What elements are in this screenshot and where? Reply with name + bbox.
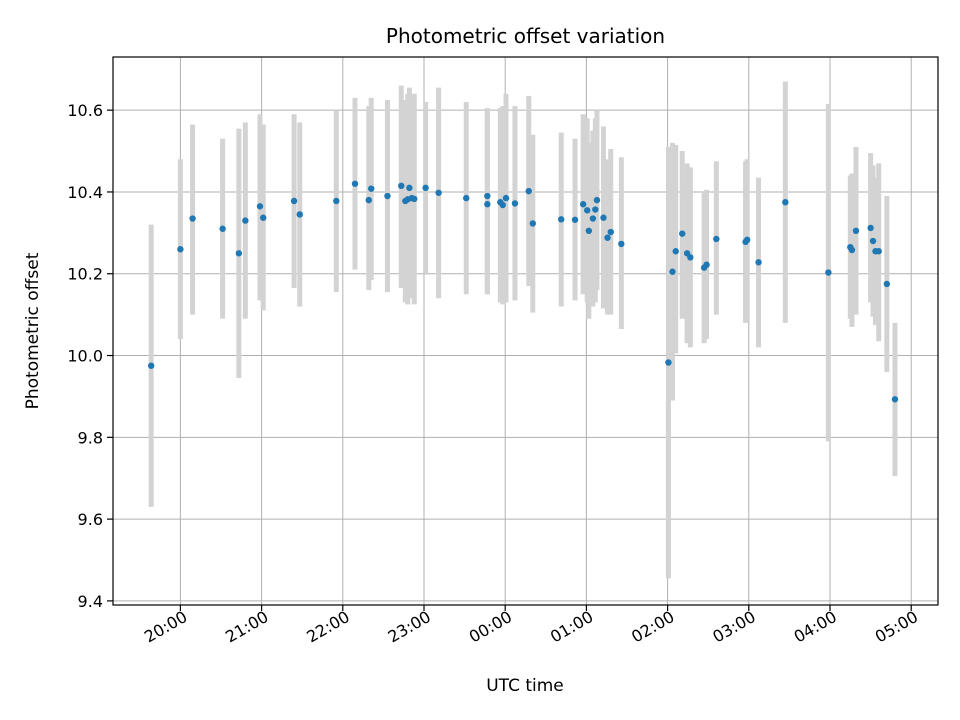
data-point (398, 182, 405, 190)
x-tick-label: 21:00 (222, 607, 271, 647)
data-point (825, 269, 832, 276)
data-point (703, 261, 710, 268)
y-tick-label: 10.4 (67, 183, 103, 202)
data-point (511, 200, 519, 207)
data-point (782, 198, 789, 206)
data-point (679, 230, 686, 237)
data-point (618, 240, 625, 248)
data-point (584, 207, 591, 214)
x-tick-label: 03:00 (709, 607, 758, 647)
y-tick-label: 9.6 (78, 510, 103, 529)
y-axis-ticks: 9.4 9.6 9.8 10.0 10.2 10.4 10.6 (67, 101, 113, 611)
y-grid (113, 109, 938, 602)
y-tick-label: 9.4 (78, 592, 103, 611)
data-point (672, 248, 679, 255)
data-point (525, 187, 532, 195)
data-point (242, 217, 249, 224)
y-tick-label: 9.8 (78, 428, 103, 447)
plot-background (113, 57, 938, 605)
data-point (529, 220, 537, 227)
data-point (755, 259, 762, 266)
x-tick-label: 04:00 (791, 607, 840, 647)
data-point (571, 216, 579, 223)
data-point (604, 234, 611, 241)
data-point (867, 224, 874, 232)
data-point (852, 227, 860, 235)
data-point (869, 237, 877, 245)
data-point (883, 280, 891, 288)
data-point (296, 211, 303, 218)
x-tick-label: 05:00 (872, 607, 921, 647)
data-point (593, 196, 601, 204)
data-point (422, 184, 429, 192)
x-tick-label: 02:00 (628, 607, 677, 647)
data-point (502, 194, 510, 202)
x-tick-label: 22:00 (303, 607, 352, 647)
data-point (177, 246, 184, 253)
data-point (435, 189, 442, 196)
data-point (600, 214, 607, 221)
data-point (499, 201, 506, 209)
data-point (351, 180, 359, 187)
data-point (406, 184, 413, 192)
data-points (147, 180, 899, 403)
x-tick-label: 20:00 (141, 607, 190, 647)
data-point (368, 185, 375, 192)
data-point (743, 236, 751, 244)
data-point (607, 228, 614, 236)
data-point (147, 362, 155, 369)
x-axis-label: UTC time (486, 676, 564, 696)
data-point (579, 201, 587, 208)
data-point (669, 268, 676, 275)
data-point (365, 196, 372, 204)
data-point (589, 215, 597, 222)
data-point (558, 216, 565, 223)
data-point (713, 235, 720, 243)
x-tick-label: 00:00 (466, 607, 515, 647)
data-point (411, 195, 418, 203)
data-point (848, 246, 856, 254)
chart-title: Photometric offset variation (386, 24, 665, 48)
data-point (384, 192, 391, 200)
x-tick-label: 23:00 (385, 607, 434, 647)
data-point (219, 225, 226, 232)
data-point (333, 197, 340, 205)
data-point (687, 254, 694, 261)
plot-frame (112, 56, 939, 606)
data-point (592, 206, 599, 213)
y-axis-label: Photometric offset (23, 252, 43, 409)
data-point (665, 359, 672, 366)
data-point (235, 250, 243, 257)
data-point (260, 214, 267, 221)
data-point (891, 396, 899, 403)
y-tick-label: 10.0 (67, 347, 103, 366)
data-point (484, 192, 491, 200)
x-tick-label: 01:00 (547, 607, 596, 647)
data-point (256, 203, 264, 210)
data-point (290, 197, 298, 205)
y-tick-label: 10.6 (67, 101, 103, 120)
data-point (463, 194, 470, 202)
data-point (189, 215, 196, 222)
data-point (484, 201, 491, 208)
data-point (585, 227, 593, 235)
y-tick-label: 10.2 (67, 265, 103, 284)
data-point (404, 196, 411, 203)
x-axis-ticks: 20:00 21:00 22:00 23:00 00:00 01:00 02:00 03:00… (141, 605, 921, 647)
data-point (875, 248, 882, 255)
